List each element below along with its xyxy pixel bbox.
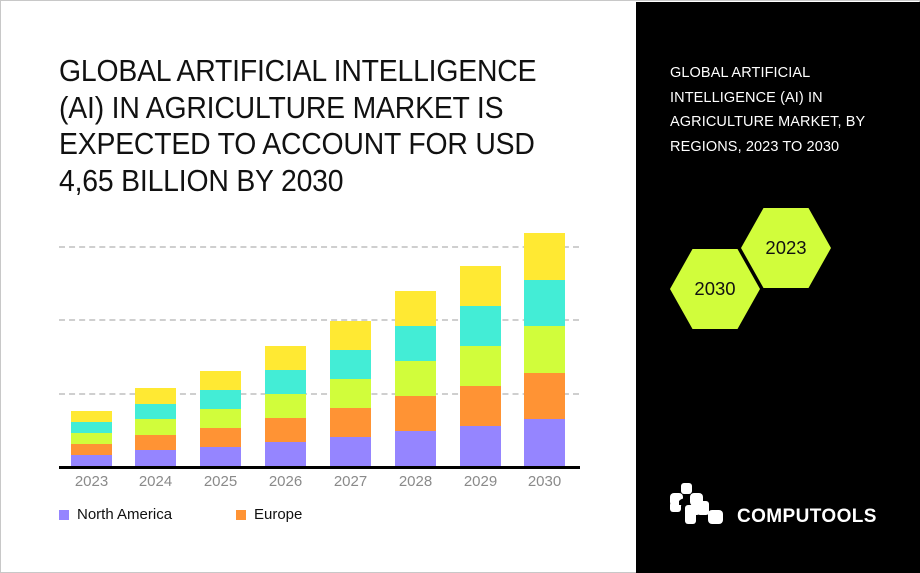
bar-2028 bbox=[395, 290, 436, 466]
x-axis-line bbox=[59, 466, 580, 469]
bar-segment bbox=[200, 446, 241, 466]
gridline bbox=[59, 392, 579, 395]
bar-2025 bbox=[200, 370, 241, 466]
bar-segment bbox=[395, 290, 436, 326]
main-title-line: EXPECTED TO ACCOUNT FOR USD bbox=[59, 127, 535, 161]
bar-segment bbox=[200, 408, 241, 428]
bar-segment bbox=[200, 427, 241, 447]
hexagon-badge-2023: 2023 bbox=[741, 208, 831, 288]
hexagon-badge-2030: 2030 bbox=[670, 249, 760, 329]
bar-segment bbox=[395, 325, 436, 361]
bar-segment bbox=[524, 372, 565, 420]
bar-2026 bbox=[265, 345, 306, 466]
bar-segment bbox=[265, 393, 306, 418]
bar-segment bbox=[135, 450, 176, 466]
bar-2030 bbox=[524, 233, 565, 466]
x-axis-label: 2028 bbox=[398, 473, 433, 490]
bar-segment bbox=[330, 436, 371, 466]
x-axis-label: 2024 bbox=[138, 473, 173, 490]
bar-segment bbox=[135, 419, 176, 435]
legend-label: North America bbox=[77, 506, 173, 523]
bar-segment bbox=[135, 434, 176, 451]
bar-segment bbox=[460, 425, 501, 466]
bar-segment bbox=[524, 233, 565, 280]
panel-title-line: GLOBAL ARTIFICIAL bbox=[670, 65, 811, 81]
bar-segment bbox=[524, 419, 565, 466]
legend-label: Europe bbox=[254, 506, 303, 523]
stacked-bar-chart bbox=[59, 226, 580, 476]
legend-item-europe: Europe bbox=[236, 506, 302, 523]
brand-name: COMPUTOOLS bbox=[737, 506, 877, 527]
bar-segment bbox=[71, 421, 112, 433]
legend-swatch-north-america bbox=[59, 509, 69, 520]
bar-segment bbox=[71, 443, 112, 455]
bar-segment bbox=[330, 378, 371, 408]
main-title-line: 4,65 BILLION BY 2030 bbox=[59, 163, 344, 198]
bar-segment bbox=[71, 410, 112, 422]
bar-segment bbox=[460, 305, 501, 346]
bar-2024 bbox=[135, 388, 176, 466]
bar-segment bbox=[460, 345, 501, 386]
x-axis-label: 2026 bbox=[268, 473, 303, 490]
bar-segment bbox=[71, 432, 112, 444]
legend-swatch-europe bbox=[236, 509, 246, 520]
panel-title-line: AGRICULTURE MARKET, BY bbox=[670, 114, 866, 130]
bar-2023 bbox=[71, 410, 112, 466]
bar-segment bbox=[265, 345, 306, 370]
bar-segment bbox=[330, 320, 371, 350]
main-title: GLOBAL ARTIFICIAL INTELLIGENCE (AI) IN A… bbox=[59, 53, 589, 199]
bar-segment bbox=[460, 265, 501, 306]
panel-title-line: INTELLIGENCE (AI) IN bbox=[670, 89, 823, 106]
x-axis-label: 2025 bbox=[203, 473, 238, 490]
bar-segment bbox=[200, 389, 241, 409]
x-axis-label: 2030 bbox=[527, 473, 562, 490]
hexagon-label: 2030 bbox=[694, 278, 736, 299]
bar-segment bbox=[524, 279, 565, 327]
bar-2027 bbox=[330, 320, 371, 466]
hexagon-label: 2023 bbox=[765, 237, 807, 258]
bar-segment bbox=[330, 407, 371, 437]
bar-segment bbox=[460, 385, 501, 426]
bar-segment bbox=[135, 388, 176, 404]
side-panel: GLOBAL ARTIFICIAL INTELLIGENCE (AI) IN A… bbox=[636, 2, 920, 573]
bar-segment bbox=[265, 369, 306, 394]
computools-logo-icon bbox=[670, 483, 723, 524]
legend-item-north-america: North America bbox=[59, 506, 172, 523]
panel-title: GLOBAL ARTIFICIAL INTELLIGENCE (AI) IN A… bbox=[670, 61, 915, 159]
bar-segment bbox=[200, 370, 241, 390]
main-title-line: (AI) IN AGRICULTURE MARKET IS bbox=[59, 90, 504, 125]
main-title-line: GLOBAL ARTIFICIAL INTELLIGENCE bbox=[59, 54, 537, 88]
bar-segment bbox=[395, 430, 436, 466]
bar-segment bbox=[330, 349, 371, 379]
bar-segment bbox=[395, 360, 436, 396]
bar-segment bbox=[524, 326, 565, 373]
gridline bbox=[59, 319, 579, 322]
bar-segment bbox=[135, 403, 176, 420]
gridline bbox=[59, 246, 579, 249]
bar-segment bbox=[265, 417, 306, 442]
bar-2029 bbox=[460, 265, 501, 466]
bar-segment bbox=[395, 395, 436, 431]
bar-segment bbox=[265, 441, 306, 466]
bar-segment bbox=[71, 454, 112, 466]
x-axis-label: 2023 bbox=[74, 473, 109, 490]
panel-title-line: REGIONS, 2023 TO 2030 bbox=[670, 138, 840, 155]
x-axis-label: 2027 bbox=[333, 473, 368, 490]
x-axis-label: 2029 bbox=[463, 473, 498, 490]
